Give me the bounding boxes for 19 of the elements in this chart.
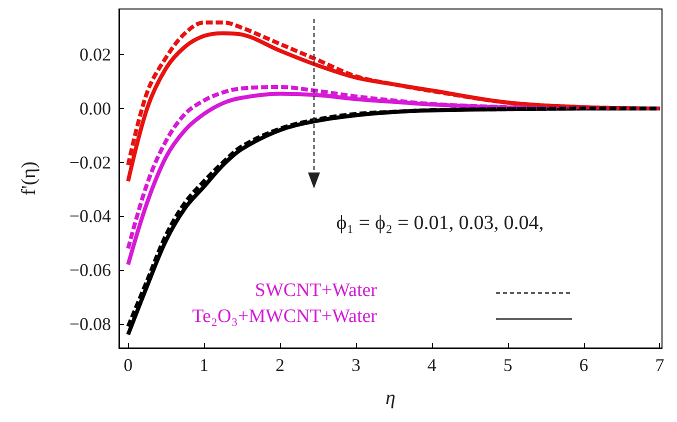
annotation: ϕ₁ = ϕ₂ = 0.01, 0.03, 0.04, [336,212,544,236]
y-tick-label: −0.04 [69,206,111,226]
y-tick-label: −0.08 [69,314,111,334]
x-tick-label: 5 [503,355,512,375]
annotation: Te₂O₃+MWCNT+Water [192,306,377,328]
y-tick-label: 0.00 [80,98,111,119]
x-tick-label: 4 [427,355,436,375]
y-tick-label: −0.02 [69,152,111,172]
y-axis-title: f'(η) [18,161,40,196]
x-tick-label: 0 [124,355,133,375]
y-tick-label: 0.02 [80,44,111,65]
x-tick-label: 3 [351,355,360,375]
x-tick-label: 6 [579,355,588,375]
x-tick-label: 7 [655,355,664,375]
y-tick-label: −0.06 [69,260,111,280]
x-axis-title: η [386,387,396,409]
x-tick-label: 2 [276,355,284,375]
x-tick-label: 1 [200,355,209,375]
annotation: SWCNT+Water [254,280,377,302]
